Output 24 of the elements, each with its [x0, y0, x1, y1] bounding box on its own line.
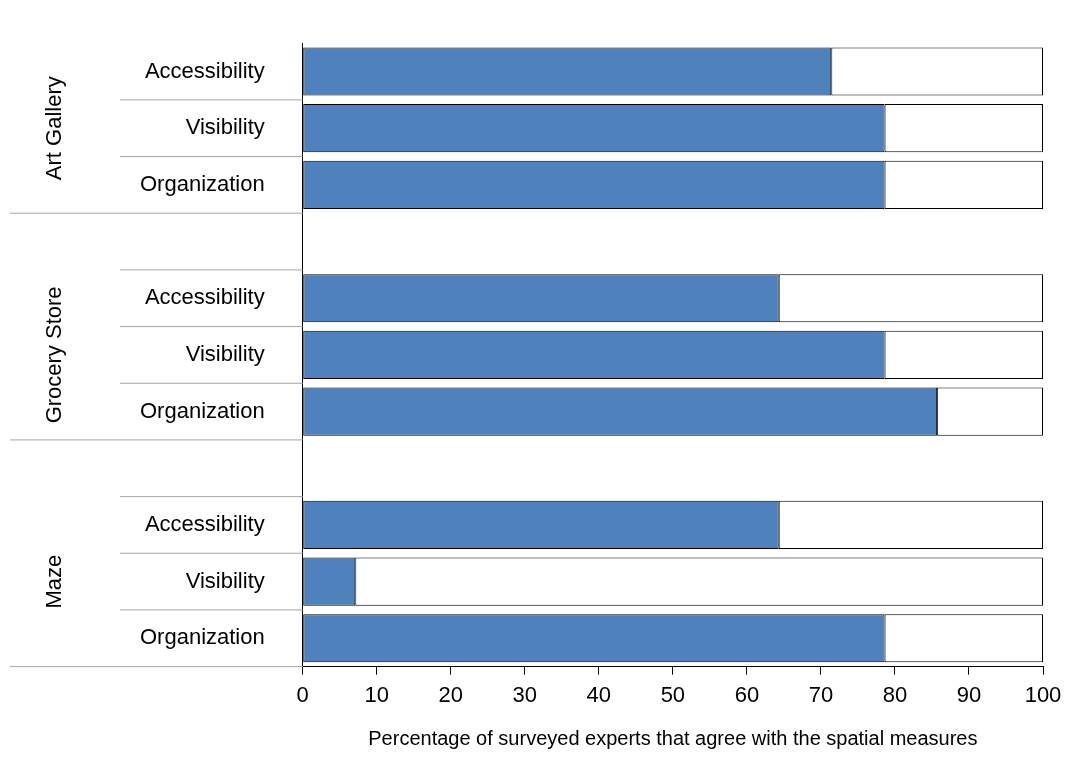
- x-tick-label: 0: [296, 681, 309, 707]
- x-tick-label: 90: [956, 681, 982, 707]
- text: Grocery Store: [41, 286, 67, 424]
- x-tick-label: 60: [734, 681, 760, 707]
- x-tick-label: 80: [882, 681, 908, 707]
- y-tick-label: Accessibility: [144, 510, 265, 536]
- y-tick-label: Visibility: [185, 114, 265, 140]
- y-tick-label: Organization: [139, 624, 265, 650]
- x-tick-label: 30: [512, 681, 538, 707]
- x-tick-label: 20: [438, 681, 464, 707]
- y-tick-label: Organization: [139, 170, 265, 196]
- x-tick-label: 10: [364, 681, 390, 707]
- text: Maze: [41, 554, 67, 609]
- y-tick-label: Visibility: [185, 340, 265, 366]
- x-tick-label: 100: [1024, 681, 1062, 707]
- x-axis-title: Percentage of surveyed experts that agree with the spatial measures: [368, 726, 978, 749]
- text: Art Gallery: [41, 76, 67, 181]
- y-tick-label: Accessibility: [144, 57, 265, 83]
- y-tick-label: Organization: [139, 397, 265, 423]
- y-tick-label: Visibility: [185, 567, 265, 593]
- x-tick-label: 40: [586, 681, 612, 707]
- y-tick-label: Accessibility: [144, 284, 265, 310]
- x-tick-label: 70: [808, 681, 834, 707]
- x-tick-label: 50: [660, 681, 686, 707]
